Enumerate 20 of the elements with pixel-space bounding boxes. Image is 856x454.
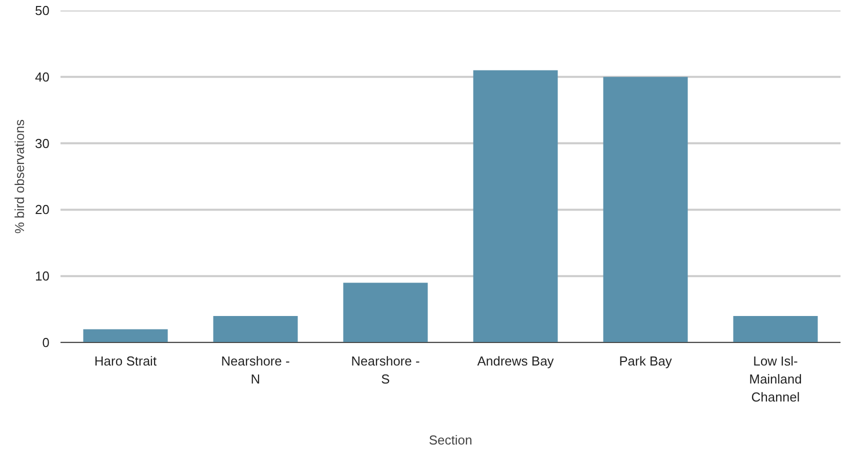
- x-tick-label: Nearshore - N: [221, 354, 290, 386]
- x-tick-label: Low Isl-Mainland Channel: [749, 354, 802, 404]
- y-tick-label: 20: [35, 202, 50, 218]
- bar: [733, 316, 818, 342]
- bar: [83, 329, 168, 342]
- y-tick-label: 10: [35, 268, 50, 284]
- y-tick-label: 30: [35, 136, 50, 151]
- x-tick-label: Park Bay: [619, 354, 672, 368]
- x-tick-label: Nearshore - S: [351, 354, 420, 386]
- bar: [473, 70, 558, 342]
- y-axis-title: % bird observations: [12, 118, 28, 234]
- x-tick-label: Andrews Bay: [477, 354, 554, 368]
- y-tick-label: 0: [42, 335, 50, 350]
- bar: [213, 316, 298, 342]
- x-tick-label: Haro Strait: [94, 354, 157, 368]
- bar: [603, 76, 688, 342]
- y-tick-label: 50: [35, 3, 50, 18]
- bar: [343, 282, 428, 342]
- x-axis-title: Section: [428, 432, 472, 448]
- y-tick-label: 40: [35, 69, 50, 84]
